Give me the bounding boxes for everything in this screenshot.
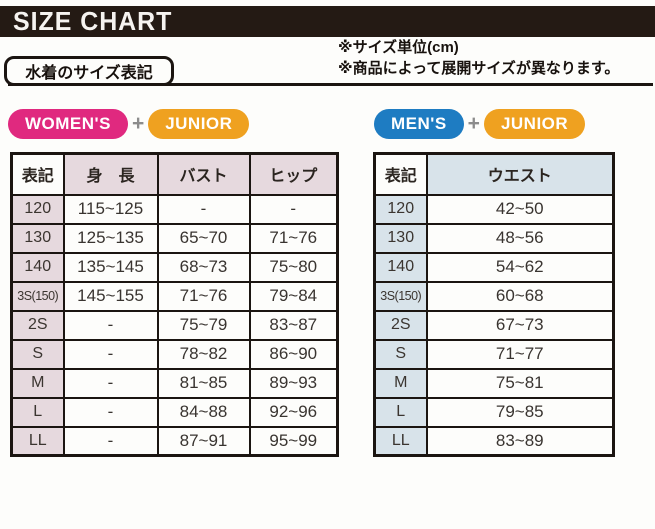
column-header-1: ウエスト [425, 152, 615, 196]
value-cell: - [62, 396, 159, 428]
mens-badge: MEN'S [374, 109, 464, 139]
table-row: M -81~85 89~93 [10, 367, 339, 399]
value-cell: - [62, 309, 159, 341]
column-header-3: ヒップ [248, 152, 339, 196]
size-label-cell: 130 [373, 222, 428, 254]
mens-size-table: 表記 ウエスト 120 42~50 130 48~56 140 54~62 3S(150) 60~… [373, 152, 615, 457]
table-row: 120 42~50 [373, 193, 615, 225]
value-cell: 145~155 [62, 280, 159, 312]
value-cell: 115~125 [62, 193, 159, 225]
column-header-1: 身 長 [62, 152, 159, 196]
value-cell: 84~88 [156, 396, 251, 428]
plus-icon: + [131, 112, 145, 135]
value-cell: - [248, 193, 339, 225]
junior-badge: JUNIOR [483, 109, 586, 139]
value-cell: 125~135 [62, 222, 159, 254]
value-cell: - [156, 193, 251, 225]
size-label-cell: 140 [373, 251, 428, 283]
table-row: 3S(150) 145~155 71~76 79~84 [10, 280, 339, 312]
size-label-cell: 2S [373, 309, 428, 341]
size-label-cell: 3S(150) [10, 280, 65, 312]
size-label-cell: 2S [10, 309, 65, 341]
note-size-availability: ※商品によって展開サイズが異なります。 [338, 60, 620, 77]
value-cell: 92~96 [248, 396, 339, 428]
value-cell: 81~85 [156, 367, 251, 399]
size-label-cell: S [10, 338, 65, 370]
size-label-cell: LL [10, 425, 65, 457]
value-cell: 60~68 [425, 280, 615, 312]
table-row: LL -87~91 95~99 [10, 425, 339, 457]
value-cell: - [62, 338, 159, 370]
size-label-cell: S [373, 338, 428, 370]
size-label-cell: 140 [10, 251, 65, 283]
table-row: L -84~88 92~96 [10, 396, 339, 428]
value-cell: 65~70 [156, 222, 251, 254]
value-cell: 71~76 [156, 280, 251, 312]
value-cell: 83~89 [425, 425, 615, 457]
size-label-cell: 130 [10, 222, 65, 254]
table-row: 2S 67~73 [373, 309, 615, 341]
value-cell: 71~76 [248, 222, 339, 254]
size-label-cell: 120 [10, 193, 65, 225]
table-row: 3S(150) 60~68 [373, 280, 615, 312]
value-cell: 79~84 [248, 280, 339, 312]
value-cell: 71~77 [425, 338, 615, 370]
size-label-cell: LL [373, 425, 428, 457]
junior-badge: JUNIOR [148, 109, 250, 139]
size-label-cell: 3S(150) [373, 280, 428, 312]
plus-icon: + [467, 112, 480, 135]
size-label-cell: 120 [373, 193, 428, 225]
table-row: 130 125~135 65~70 71~76 [10, 222, 339, 254]
value-cell: 75~80 [248, 251, 339, 283]
size-notes: ※サイズ単位(cm) ※商品によって展開サイズが異なります。 [338, 37, 619, 79]
value-cell: 54~62 [425, 251, 615, 283]
womens-badge: WOMEN'S [8, 109, 128, 139]
value-cell: 48~56 [425, 222, 615, 254]
column-header-2: バスト [156, 152, 251, 196]
column-header-size-label: 表記 [10, 152, 65, 196]
value-cell: 67~73 [425, 309, 615, 341]
value-cell: 79~85 [425, 396, 615, 428]
size-label-cell: M [10, 367, 65, 399]
size-label-cell: M [373, 367, 428, 399]
title-banner: SIZE CHART [0, 6, 655, 37]
size-label-cell: L [373, 396, 428, 428]
value-cell: 135~145 [62, 251, 159, 283]
value-cell: 75~81 [425, 367, 615, 399]
table-row: L 79~85 [373, 396, 615, 428]
column-header-size-label: 表記 [373, 152, 428, 196]
value-cell: 78~82 [156, 338, 251, 370]
table-row: 140 135~145 68~73 75~80 [10, 251, 339, 283]
table-row: 120 115~125- - [10, 193, 339, 225]
table-row: S -78~82 86~90 [10, 338, 339, 370]
value-cell: - [62, 425, 159, 457]
value-cell: 95~99 [248, 425, 339, 457]
value-cell: 89~93 [248, 367, 339, 399]
table-row: 140 54~62 [373, 251, 615, 283]
value-cell: 68~73 [156, 251, 251, 283]
note-unit-cm: ※サイズ単位(cm) [338, 39, 459, 56]
page-title: SIZE CHART [13, 6, 173, 36]
table-row: LL 83~89 [373, 425, 615, 457]
womens-size-table: 表記身 長バスト ヒップ 120 115~125- -130 125~135 65~70 71… [10, 152, 339, 457]
value-cell: 83~87 [248, 309, 339, 341]
section-label-swimwear-size: 水着のサイズ表記 [4, 56, 174, 86]
table-row: S 71~77 [373, 338, 615, 370]
value-cell: 86~90 [248, 338, 339, 370]
value-cell: - [62, 367, 159, 399]
table-row: M 75~81 [373, 367, 615, 399]
size-label-cell: L [10, 396, 65, 428]
table-row: 130 48~56 [373, 222, 615, 254]
mens-badge-row: MEN'S + JUNIOR [374, 109, 586, 139]
table-row: 2S -75~79 83~87 [10, 309, 339, 341]
value-cell: 42~50 [425, 193, 615, 225]
womens-badge-row: WOMEN'S + JUNIOR [8, 109, 250, 139]
value-cell: 87~91 [156, 425, 251, 457]
value-cell: 75~79 [156, 309, 251, 341]
section-underline [8, 83, 653, 86]
